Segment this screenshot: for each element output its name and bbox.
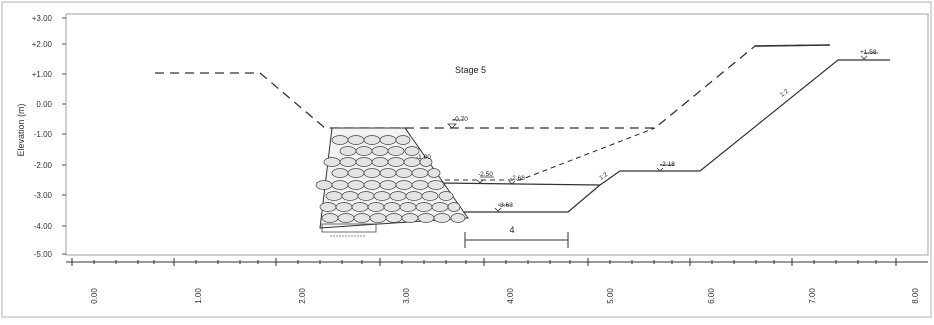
y-tick-label: -4.00 — [34, 222, 53, 231]
y-tick-label: -5.00 — [34, 250, 53, 259]
lower-bench-profile — [455, 184, 601, 213]
slope-label: 1:2 — [599, 172, 610, 182]
x-axis-ticks: 0.00 1.00 2.00 3.00 4.00 5.00 6.00 7.00 … — [90, 288, 920, 304]
x-tick-label: 7.00 — [808, 288, 817, 304]
x-tick-label: 0.00 — [90, 288, 99, 304]
y-tick-label: +3.00 — [32, 14, 53, 23]
backfill-dashed-line — [445, 127, 656, 181]
gabion-wall — [315, 127, 469, 237]
elevation-mark-label: -2.18 — [660, 161, 675, 168]
elevation-mark-label: -0.70 — [453, 116, 468, 123]
elevation-markers: -0.70 -1.00 -2.50 -2.68 -3.63 -2.18 +1.5… — [416, 49, 878, 212]
elevation-mark-label: -1.00 — [416, 154, 431, 161]
x-tick-label: 3.00 — [402, 288, 411, 304]
x-tick-label: 6.00 — [707, 288, 716, 304]
x-tick-label: 4.00 — [506, 288, 515, 304]
plot-frame — [65, 13, 929, 256]
y-tick-label: -2.00 — [34, 161, 53, 170]
elevation-mark-label: -2.68 — [510, 175, 525, 182]
x-tick-label: 8.00 — [911, 288, 920, 304]
y-tick-label: 0.00 — [36, 100, 52, 109]
y-tick-label: +2.00 — [32, 40, 53, 49]
elevation-mark-label: -2.50 — [478, 171, 493, 178]
y-axis-ticks: +3.00 +2.00 +1.00 0.00 -1.00 -2.00 -3.00… — [32, 14, 66, 259]
dimension-label: 4 — [509, 225, 514, 235]
x-tick-label: 5.00 — [606, 288, 615, 304]
dimension-line — [464, 232, 569, 248]
x-tick-label: 2.00 — [298, 288, 307, 304]
x-tick-label: 1.00 — [194, 288, 203, 304]
elevation-mark-label: -3.63 — [498, 202, 513, 209]
upper-right-shelf — [754, 44, 831, 47]
x-axis — [66, 258, 928, 266]
y-axis-label: Elevation (m) — [16, 103, 26, 156]
y-tick-label: -1.00 — [34, 130, 53, 139]
stage-label: Stage 5 — [455, 65, 486, 75]
y-tick-label: -3.00 — [34, 191, 53, 200]
slope-label: 1:2 — [780, 88, 791, 98]
y-tick-label: +1.00 — [32, 70, 53, 79]
elevation-mark-label: +1.58 — [860, 49, 877, 56]
